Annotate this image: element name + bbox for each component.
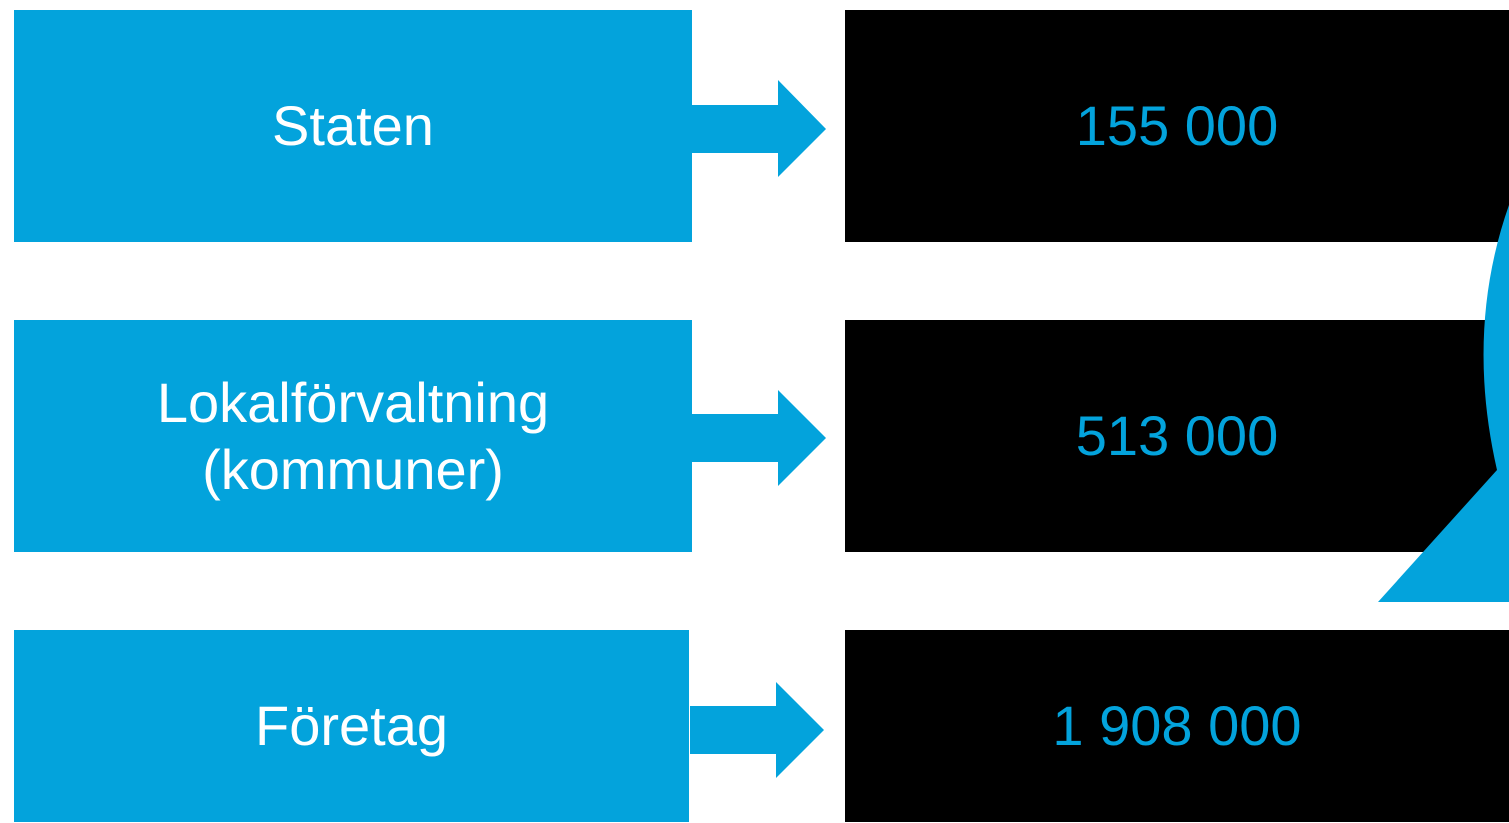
value-box: 513 000 <box>845 320 1509 552</box>
source-box: Företag <box>14 630 689 822</box>
value-label: 513 000 <box>1076 402 1278 469</box>
source-label: Företag <box>255 692 448 759</box>
value-box: 155 000 <box>845 10 1509 242</box>
arrow <box>692 80 826 177</box>
diagram: Staten 155 000 Lokalförvaltning(kommuner) 5… <box>0 0 1509 823</box>
arrow <box>690 682 824 778</box>
source-box: Lokalförvaltning(kommuner) <box>14 320 692 552</box>
source-label: (kommuner) <box>202 436 504 503</box>
arrow <box>692 390 826 486</box>
source-label: Lokalförvaltning <box>157 369 549 436</box>
value-label: 155 000 <box>1076 92 1278 159</box>
value-box: 1 908 000 <box>845 630 1509 822</box>
source-box: Staten <box>14 10 692 242</box>
value-label: 1 908 000 <box>1052 692 1301 759</box>
source-label: Staten <box>272 92 434 159</box>
